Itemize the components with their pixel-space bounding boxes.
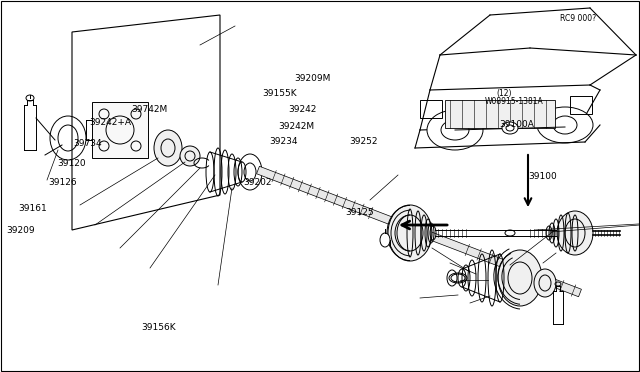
Text: 39209: 39209 — [6, 226, 35, 235]
Text: 39161: 39161 — [18, 204, 47, 213]
Ellipse shape — [388, 205, 432, 261]
Text: RC9 000?: RC9 000? — [560, 14, 596, 23]
Text: 39156K: 39156K — [141, 323, 175, 332]
Ellipse shape — [380, 233, 390, 247]
Ellipse shape — [534, 269, 556, 297]
Ellipse shape — [537, 107, 593, 143]
Ellipse shape — [557, 211, 593, 255]
Text: (12): (12) — [496, 89, 511, 97]
Ellipse shape — [441, 120, 469, 140]
Text: 39100: 39100 — [528, 172, 557, 181]
Bar — [92, 102, 148, 158]
Bar — [420, 100, 442, 118]
Text: 39234: 39234 — [269, 137, 298, 146]
Text: 39252: 39252 — [349, 137, 378, 146]
Ellipse shape — [154, 130, 182, 166]
Text: 39120: 39120 — [58, 159, 86, 168]
Text: 39242: 39242 — [288, 105, 316, 114]
Polygon shape — [257, 166, 581, 297]
Ellipse shape — [553, 116, 577, 134]
Text: 39155K: 39155K — [262, 89, 297, 97]
Text: 39242+A: 39242+A — [90, 118, 132, 127]
Text: 39126: 39126 — [48, 178, 77, 187]
Text: 39734: 39734 — [74, 139, 102, 148]
Ellipse shape — [498, 250, 542, 306]
Ellipse shape — [180, 146, 200, 166]
Bar — [445, 100, 555, 128]
Text: 39742M: 39742M — [131, 105, 168, 114]
Text: 39125: 39125 — [346, 208, 374, 217]
Text: 39202: 39202 — [243, 178, 272, 187]
Bar — [570, 96, 592, 114]
Text: W08915-1381A: W08915-1381A — [485, 97, 544, 106]
Text: 39100A: 39100A — [499, 120, 534, 129]
Text: 39242M: 39242M — [278, 122, 314, 131]
Ellipse shape — [502, 122, 518, 134]
Ellipse shape — [427, 110, 483, 150]
Text: 39209M: 39209M — [294, 74, 331, 83]
